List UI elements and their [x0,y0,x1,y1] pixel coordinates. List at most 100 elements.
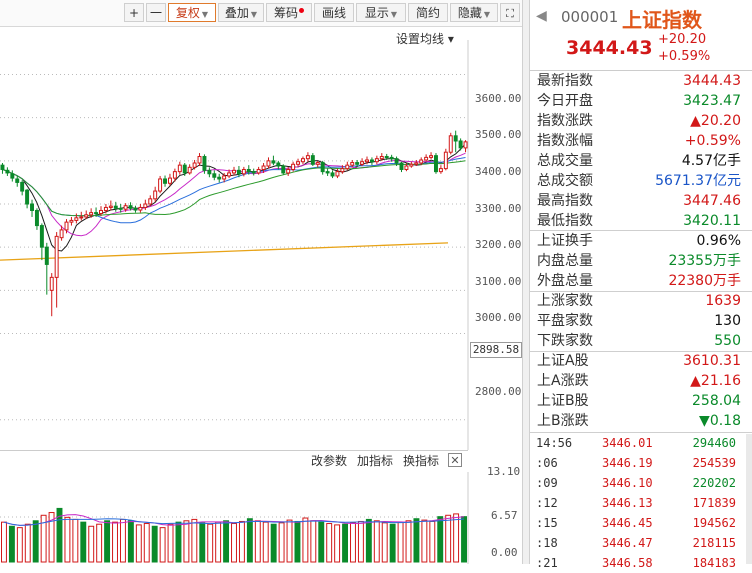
indicator-bar [0,450,468,473]
tick-scrollbar[interactable] [746,434,752,564]
display-menu[interactable]: 显示 ▼ [356,3,406,22]
fuquan-menu[interactable]: 复权 ▼ [168,3,216,22]
y-tick-label: 3100.00 [475,275,522,288]
volume-bar [278,522,285,563]
y-tick-label: 3300.00 [475,202,522,215]
price-grid [0,74,468,421]
candle-body [167,177,172,184]
add-indicator-button[interactable]: 加指标 [357,454,394,468]
edit-params-button[interactable]: 改参数 [311,454,348,468]
stat-row: 上A涨跌 ▲21.16 [530,371,752,391]
candle-body [74,217,79,221]
candle-body [192,162,197,168]
expand-icon[interactable]: ⛶ [500,3,520,22]
tick-price: 3446.13 [602,496,653,510]
candle-body [424,156,429,161]
candle-body [296,161,301,165]
volume-bar [270,523,277,563]
separator [530,432,752,433]
volume-bar [191,518,198,563]
volume-bar [104,520,111,563]
tick-price: 3446.19 [602,456,653,470]
volume-bar [167,523,174,563]
volume-bar [223,520,230,563]
display-label: 显示 [364,6,389,20]
price-chart [0,40,469,450]
volume-bar [310,520,317,563]
stat-value: 130 [714,313,741,329]
volume-bar [183,520,190,563]
stat-label: 上证换手 [537,233,593,249]
tick-time: :12 [536,496,558,510]
stat-row: 今日开盘 3423.47 [530,91,752,111]
tick-volume: 254539 [692,456,736,470]
overlay-menu[interactable]: 叠加 ▼ [218,3,264,22]
volume-bar [80,521,87,563]
candle-body [25,189,30,205]
candle-body [44,246,49,265]
stat-value: 22380万手 [668,273,741,289]
chips-button[interactable]: 筹码 [266,3,312,22]
stat-label: 今日开盘 [537,93,593,109]
volume-bar [151,525,158,563]
candle-body [39,225,44,248]
tick-time: :06 [536,456,558,470]
stat-row: 总成交额 5671.37亿元 [530,171,752,191]
zoom-in-button[interactable]: + [124,3,144,22]
candle-body [340,168,345,173]
candle-body [148,198,153,205]
candle-body [5,169,10,174]
volume-chart [0,472,469,564]
close-icon[interactable]: ✕ [448,453,462,467]
panel-splitter[interactable] [522,0,530,564]
tick-time: 14:56 [536,436,573,450]
volume-bar [405,520,412,563]
chevron-down-icon: ▼ [483,10,491,19]
candle-body [59,229,64,239]
candle-body [404,165,409,170]
volume-bar [389,523,396,563]
candle-body [10,173,15,179]
stat-label: 外盘总量 [537,273,593,289]
tick-row: :09 3446.10 220202 [530,473,752,493]
volume-bar [461,516,467,563]
tick-volume: 184183 [692,556,736,570]
candle-body [276,162,281,167]
chevron-left-icon[interactable]: ◀ [536,8,547,24]
long-ma-path [0,242,449,261]
set-ma-button[interactable]: 设置均线 ▾ [396,32,454,46]
y-tick-label: 3500.00 [475,128,522,141]
candle-body [325,171,330,174]
volume-bar [119,518,126,563]
stat-row: 平盘家数 130 [530,311,752,331]
hide-menu[interactable]: 隐藏 ▼ [450,3,498,22]
ma10-line [2,152,466,237]
candle-body [419,159,424,164]
tick-price: 3446.58 [602,556,653,570]
simple-mode-button[interactable]: 简约 [408,3,448,22]
stock-code: 000001 [561,8,619,26]
volume-bar [373,520,380,563]
stat-value: 4.57亿手 [681,153,741,169]
candle-body [187,166,192,174]
volume-bar [56,507,63,563]
volume-bar [238,520,245,563]
hide-label: 隐藏 [457,6,482,20]
tick-time: :09 [536,476,558,490]
stat-label: 最新指数 [537,73,593,89]
volume-bar [24,523,31,563]
zoom-out-button[interactable]: 一 [146,3,166,22]
candle-body [241,168,246,175]
switch-indicator-button[interactable]: 换指标 [403,454,440,468]
volume-bar [342,523,349,563]
draw-line-button[interactable]: 画线 [314,3,354,22]
candle-body [153,190,158,200]
stat-label: 上涨家数 [537,293,593,309]
candle-body [261,165,266,170]
stat-row: 上B涨跌 ▼0.18 [530,411,752,431]
volume-bar [421,519,428,563]
stat-label: 最低指数 [537,213,593,229]
volume-bar [32,520,39,563]
tick-volume: 294460 [692,436,736,450]
stat-label: 指数涨幅 [537,133,593,149]
